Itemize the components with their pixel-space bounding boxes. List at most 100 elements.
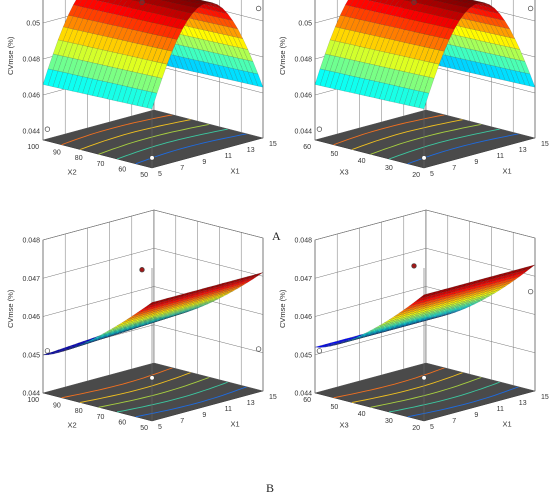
surface-cell (384, 318, 395, 323)
surface-cell (108, 333, 119, 338)
y-axis-label: X2 (67, 168, 76, 177)
z-tick-label: 0.044 (294, 129, 312, 136)
surface-cell (152, 313, 163, 319)
surface-cell (425, 316, 436, 320)
surface-cell (47, 69, 59, 87)
surface-cell (217, 6, 229, 14)
grid-line (42, 248, 155, 279)
x-tick-label: 5 (158, 171, 162, 178)
surface-cell (107, 330, 118, 335)
surface-cell (434, 302, 445, 308)
surface-cell (157, 36, 168, 50)
surface-cell (52, 39, 64, 56)
surface-cell (162, 0, 171, 2)
x-axis-label: X1 (230, 420, 239, 429)
surface-cell (227, 284, 239, 290)
surface-cell (117, 325, 128, 330)
design-point (527, 5, 534, 12)
surface-cell (414, 313, 425, 318)
z-tick-label: 0.044 (294, 391, 312, 398)
surface-cell (68, 344, 79, 347)
grid-line (153, 324, 264, 353)
surface-cell (469, 293, 481, 298)
surface-cell (459, 291, 470, 297)
z-tick-label: 0.046 (22, 93, 40, 100)
z-axis-label: CVmse (%) (6, 289, 15, 328)
surface-cell (142, 315, 153, 320)
surface-cell (415, 317, 426, 322)
surface-cell (474, 280, 485, 287)
surface-cell (227, 67, 239, 82)
surface-cell (415, 318, 426, 323)
surface-cell (167, 17, 178, 28)
design-point (316, 126, 323, 132)
surface-cell (454, 283, 465, 290)
surface-cell (414, 309, 425, 315)
x-tick-label: 5 (430, 424, 434, 431)
surface-cell (419, 313, 431, 318)
surface-cell (364, 333, 376, 338)
surface-cell (389, 325, 401, 330)
surface-cell (182, 302, 193, 307)
surface-cell (399, 308, 410, 314)
surface-cell (329, 72, 341, 90)
surface-cell (319, 69, 331, 87)
surface-cell (489, 274, 500, 280)
x-tick-label: 15 (541, 394, 549, 401)
surface-cell (217, 289, 229, 294)
surface-cell (97, 332, 108, 337)
surface-cell (334, 342, 345, 346)
surface-cell (207, 290, 218, 296)
surface-cell (454, 297, 465, 303)
surface-cell (404, 312, 415, 318)
surface-cell (499, 19, 511, 30)
x-tick-label: 5 (158, 424, 162, 431)
surface-cell (394, 322, 405, 327)
surface-cell (202, 293, 213, 299)
surface-cell (167, 308, 178, 313)
surface-cell (399, 313, 410, 319)
surface-cell (197, 294, 208, 300)
surface-cell (157, 298, 168, 304)
surface-cell (425, 314, 436, 319)
surface-cell (177, 296, 188, 302)
surface-cell (414, 297, 425, 303)
y-tick-label: 60 (118, 166, 126, 173)
z-tick-label: 0.046 (294, 93, 312, 100)
surface-cell (418, 92, 430, 110)
y-tick-label: 80 (75, 408, 83, 415)
surface-cell (349, 45, 361, 61)
surface-cell (153, 316, 164, 322)
surface-cell (349, 76, 360, 94)
surface-cell (202, 285, 213, 292)
z-tick-label: 0.045 (22, 352, 40, 359)
surface-cell (132, 88, 143, 106)
surface-cell (484, 275, 495, 282)
surface-cell (152, 310, 163, 316)
surface-cell (142, 304, 153, 310)
surface-cell (127, 321, 138, 326)
surface-cell (167, 295, 178, 301)
design-point (316, 348, 323, 354)
surface-cell (450, 56, 461, 71)
surface-cell (334, 27, 346, 43)
surface-cell (364, 330, 375, 335)
floor-contour-line (407, 386, 519, 418)
surface-cell (147, 315, 158, 320)
surface-cell (405, 321, 416, 326)
grid-line (153, 248, 264, 277)
floor-contour-line (389, 381, 501, 413)
surface-cell (450, 303, 461, 309)
surface-cell (177, 305, 189, 310)
surface-cell (217, 287, 229, 293)
x-tick-label: 13 (247, 147, 255, 154)
surface-cell (434, 289, 445, 295)
surface-cell (504, 36, 516, 49)
surface-cell (142, 21, 153, 34)
floor-contour-line (61, 114, 173, 146)
surface-cell (450, 44, 461, 59)
surface-cell (485, 63, 496, 79)
surface-cell (430, 314, 441, 319)
surface-cell (117, 320, 128, 326)
